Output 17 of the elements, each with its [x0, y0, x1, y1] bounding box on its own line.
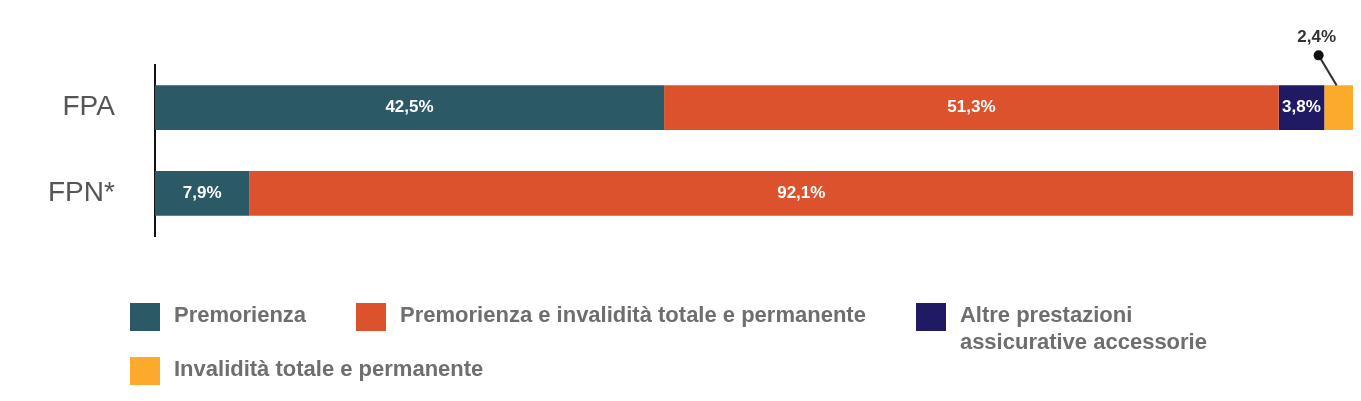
legend-label: Premorienza e invalidità totale e permanente — [400, 301, 866, 328]
data-label: 7,9% — [182, 183, 222, 203]
data-label: 42,5% — [385, 97, 434, 117]
data-label: 3,8% — [1282, 97, 1321, 117]
bar — [154, 85, 665, 130]
data-label: 92,1% — [777, 183, 826, 203]
bar — [154, 171, 250, 216]
bar — [1324, 85, 1353, 130]
y-tick-label: FPN* — [47, 176, 115, 208]
legend-label: Invalidità totale e permanente — [174, 355, 484, 382]
bar — [249, 171, 1353, 216]
data-label: 2,4% — [1297, 27, 1336, 47]
legend-label: Altre prestazioni assicurative accessorie — [959, 301, 1208, 355]
bar — [664, 85, 1279, 130]
data-label: 51,3% — [947, 97, 996, 117]
legend-label: Premorienza — [174, 301, 307, 328]
y-tick-label: FPA — [62, 90, 116, 122]
